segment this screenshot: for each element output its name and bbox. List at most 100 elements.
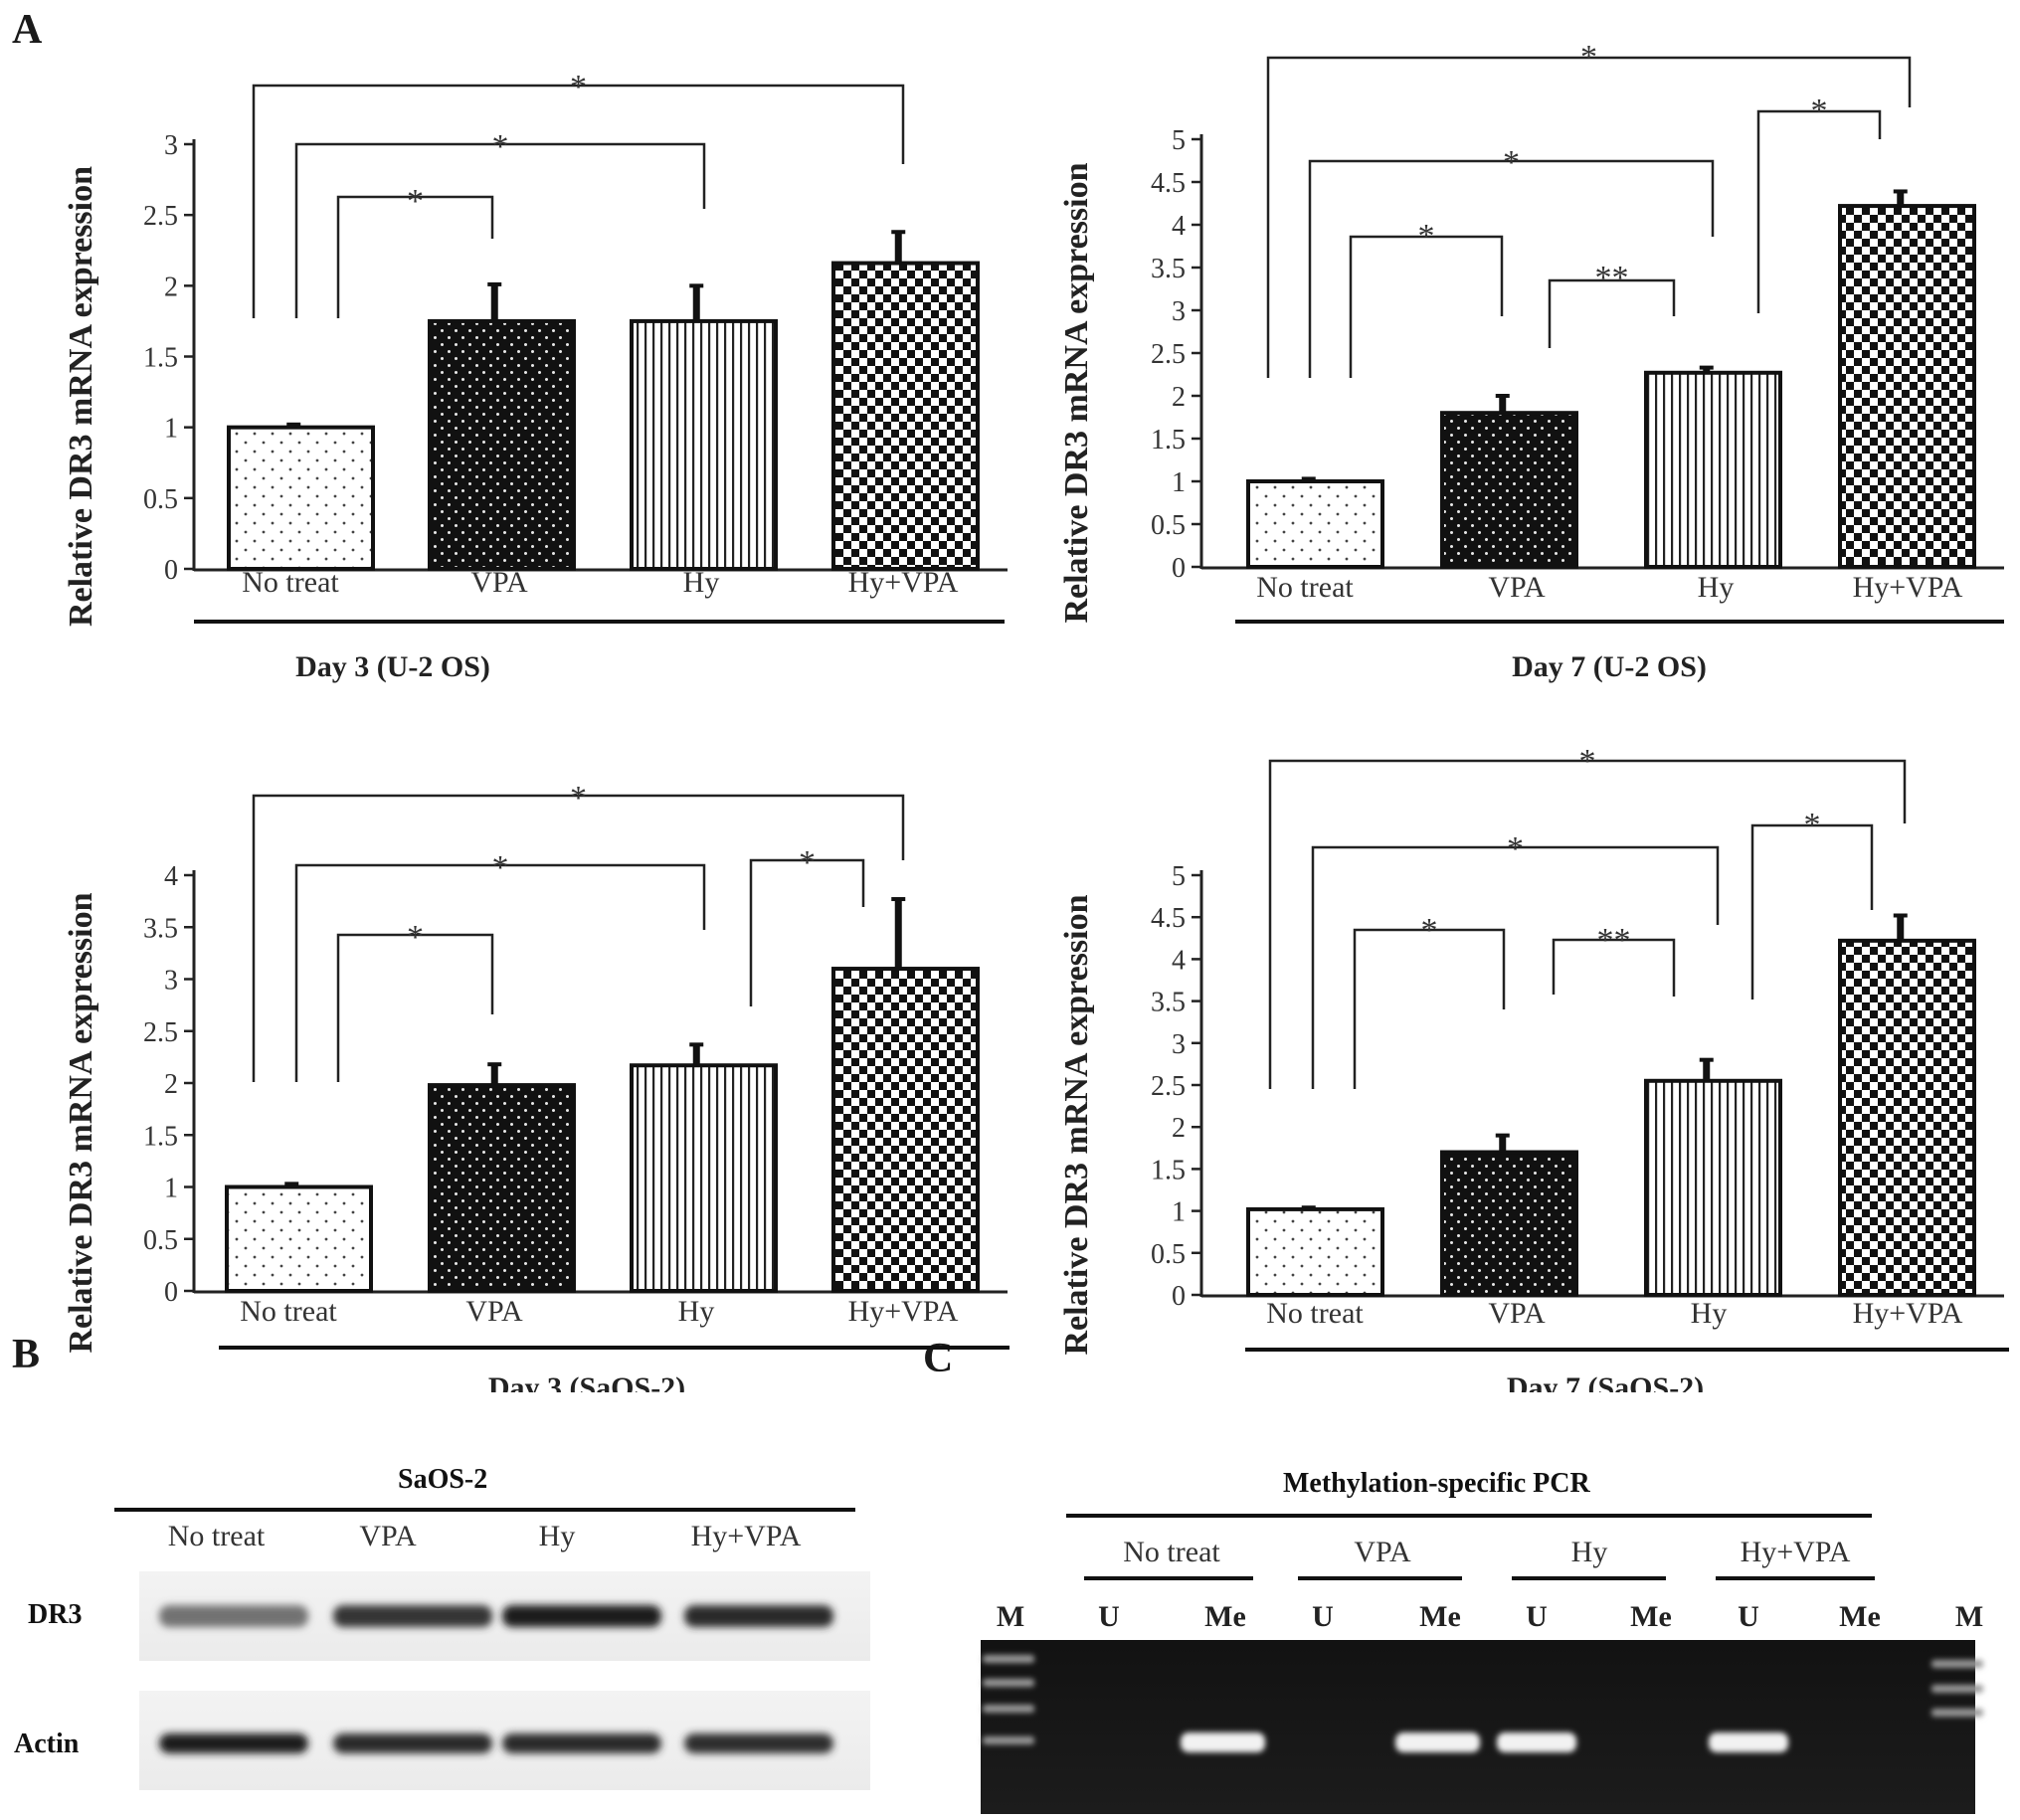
blot-band (684, 1733, 833, 1753)
blot-band (333, 1605, 492, 1627)
bar (1838, 204, 1976, 570)
significance-bracket (1750, 823, 1874, 1000)
y-tick-label: 3 (164, 966, 178, 997)
significance-bracket (1308, 159, 1715, 378)
category-label: VPA (1488, 1297, 1546, 1330)
pcr-lane-label-u: U (1098, 1600, 1120, 1633)
y-tick-label: 3.5 (1151, 988, 1186, 1018)
y-tick-label: 0 (1172, 553, 1186, 584)
significance-bracket (749, 858, 865, 1006)
chart-day7-saos2: 0 0.5 1 1.5 2 2.5 3 3.5 4 4.5 5 Relative DR3 mRNA e… (1058, 743, 2009, 1392)
significance-bracket (1552, 938, 1676, 997)
significance-mark: ** (1597, 922, 1631, 959)
y-tick-label: 1.5 (143, 1121, 178, 1152)
significance-mark: * (570, 780, 587, 817)
significance-mark: * (492, 849, 509, 886)
y-tick-label: 4.5 (1151, 168, 1186, 199)
bar-charts-figure: 0 0.5 1 1.5 2 2.5 3 Relative DR3 mRNA expressio… (63, 39, 2009, 1392)
pcr-group-label: No treat (1123, 1536, 1220, 1568)
pcr-band-u (1709, 1732, 1788, 1752)
significance-mark: * (1579, 743, 1596, 780)
significance-bracket (252, 84, 905, 318)
significance-bracket (1353, 928, 1506, 1089)
bar (831, 261, 980, 571)
bar (1440, 411, 1578, 570)
y-tick-label: 5 (1172, 125, 1186, 156)
western-blot-panel: SaOS-2 No treat VPA Hy Hy+VPA DR3 Actin (0, 1452, 875, 1820)
pcr-lane-label-me: Me (1630, 1600, 1672, 1633)
significance-bracket (1311, 845, 1720, 1089)
ladder-band (983, 1655, 1034, 1663)
significance-bracket (294, 863, 706, 1082)
significance-mark: * (570, 69, 587, 105)
y-tick-label: 0 (164, 1277, 178, 1308)
chart-day3-saos2: 0 0.5 1 1.5 2 2.5 3 3.5 4 Relative DR3 mRNA expre… (63, 780, 1010, 1392)
y-axis-label: Relative DR3 mRNA expression (63, 892, 99, 1353)
wb-lane-label: No treat (167, 1520, 266, 1552)
y-tick-label: 2.5 (143, 201, 178, 232)
y-tick-label: 0.5 (143, 484, 178, 515)
bar (1246, 479, 1384, 569)
bar (1644, 370, 1782, 569)
bar (1838, 938, 1976, 1297)
wb-row-label-dr3: DR3 (28, 1599, 83, 1630)
significance-bracket (252, 794, 905, 1082)
western-blot-title-rule (114, 1508, 855, 1512)
y-tick-label: 0 (1172, 1281, 1186, 1312)
bar (831, 967, 980, 1293)
significance-bracket (294, 142, 706, 318)
y-tick-label: 3 (1172, 296, 1186, 327)
significance-bracket (1756, 109, 1882, 313)
significance-mark: * (1503, 144, 1520, 181)
significance-mark: * (1580, 39, 1597, 76)
wb-lane-label: Hy+VPA (690, 1520, 802, 1552)
significance-mark: * (799, 844, 816, 881)
significance-mark: * (1507, 830, 1524, 867)
wb-row-label-actin: Actin (14, 1729, 80, 1759)
bar (1246, 1206, 1384, 1297)
blot-band (333, 1733, 492, 1753)
pcr-group-label: Hy+VPA (1741, 1536, 1851, 1568)
y-axis-label: Relative DR3 mRNA expression (63, 166, 99, 627)
pcr-marker-label: M (997, 1600, 1024, 1633)
y-tick-label: 1.5 (1151, 425, 1186, 455)
y-tick-label: 1 (164, 1174, 178, 1204)
y-tick-label: 1 (164, 414, 178, 445)
y-tick-label: 1.5 (143, 343, 178, 374)
gel-background (981, 1640, 1975, 1814)
significance-mark: * (492, 128, 509, 165)
western-blot-lane-header: No treat VPA Hy Hy+VPA (119, 1520, 855, 1561)
category-label: No treat (1256, 571, 1354, 604)
y-tick-label: 2 (164, 272, 178, 302)
bar (227, 425, 375, 571)
y-axis-label: Relative DR3 mRNA expression (1058, 162, 1095, 623)
pcr-title: Methylation-specific PCR (1283, 1468, 1590, 1499)
wb-lane-label: VPA (359, 1520, 417, 1552)
y-tick-label: 0 (164, 555, 178, 586)
y-tick-label: 1 (1172, 1197, 1186, 1228)
significance-bracket (1548, 278, 1676, 348)
y-tick-label: 0.5 (1151, 510, 1186, 541)
x-axis-label: Day 7 (SaOS-2) (1507, 1371, 1704, 1392)
y-tick-label: 5 (1172, 861, 1186, 892)
ladder-band (983, 1736, 1034, 1744)
ladder-band (1931, 1685, 1983, 1693)
pcr-band-me (1181, 1732, 1265, 1752)
significance-bracket (1349, 235, 1504, 378)
y-tick-label: 0.5 (1151, 1239, 1186, 1270)
category-label: VPA (470, 566, 528, 599)
x-axis-label: Day 3 (SaOS-2) (488, 1371, 685, 1392)
blot-band (159, 1733, 308, 1753)
pcr-marker-label: M (1955, 1600, 1983, 1633)
pcr-gel-image: No treat VPA Hy Hy+VPA U Me U Me U Me U Me M M (981, 1536, 1983, 1814)
pcr-lane-label-me: Me (1419, 1600, 1461, 1633)
x-axis-label: Day 7 (U-2 OS) (1512, 650, 1707, 683)
y-tick-label: 2 (1172, 1113, 1186, 1144)
y-tick-label: 4 (1172, 211, 1186, 242)
panel-label-a: A (12, 7, 43, 53)
significance-bracket (336, 933, 494, 1082)
y-tick-label: 2.5 (143, 1017, 178, 1048)
category-label: VPA (1488, 571, 1546, 604)
significance-bracket (1268, 759, 1907, 1089)
significance-mark: * (407, 919, 424, 956)
